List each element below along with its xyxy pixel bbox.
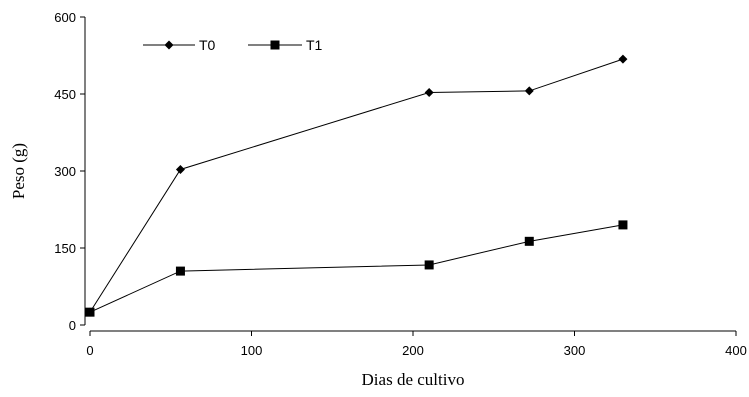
data-point-T1 [525, 237, 534, 246]
legend-item-T1: T1 [248, 37, 323, 53]
y-tick-label: 300 [54, 164, 76, 179]
x-tick-label: 100 [241, 343, 263, 358]
data-point-T0 [618, 55, 627, 64]
legend-marker [271, 41, 280, 50]
legend: T0 T1 [143, 37, 323, 53]
legend-item-T0: T0 [143, 37, 216, 53]
data-point-T0 [176, 165, 185, 174]
ticks: 0 150 300 450 600 0 100 200 300 400 [54, 10, 747, 358]
data-point-T1 [86, 308, 95, 317]
data-point-T1 [618, 220, 627, 229]
data-point-T1 [176, 267, 185, 276]
y-tick-label: 600 [54, 10, 76, 25]
x-tick-label: 0 [86, 343, 93, 358]
x-axis-title: Dias de cultivo [362, 370, 465, 389]
data-point-T0 [525, 86, 534, 95]
x-tick-label: 300 [564, 343, 586, 358]
y-axis-title: Peso (g) [9, 143, 28, 199]
axes [85, 17, 736, 331]
series-T1 [86, 220, 628, 316]
legend-label: T0 [199, 37, 216, 53]
legend-label: T1 [306, 37, 323, 53]
data-point-T1 [425, 260, 434, 269]
y-tick-label: 450 [54, 87, 76, 102]
series-line-T0 [90, 59, 623, 312]
y-tick-label: 150 [54, 241, 76, 256]
data-point-T0 [425, 88, 434, 97]
x-tick-label: 400 [725, 343, 747, 358]
x-tick-label: 200 [402, 343, 424, 358]
y-tick-label: 0 [69, 318, 76, 333]
legend-marker [165, 41, 174, 50]
series-layer [86, 55, 628, 317]
series-line-T1 [90, 225, 623, 312]
